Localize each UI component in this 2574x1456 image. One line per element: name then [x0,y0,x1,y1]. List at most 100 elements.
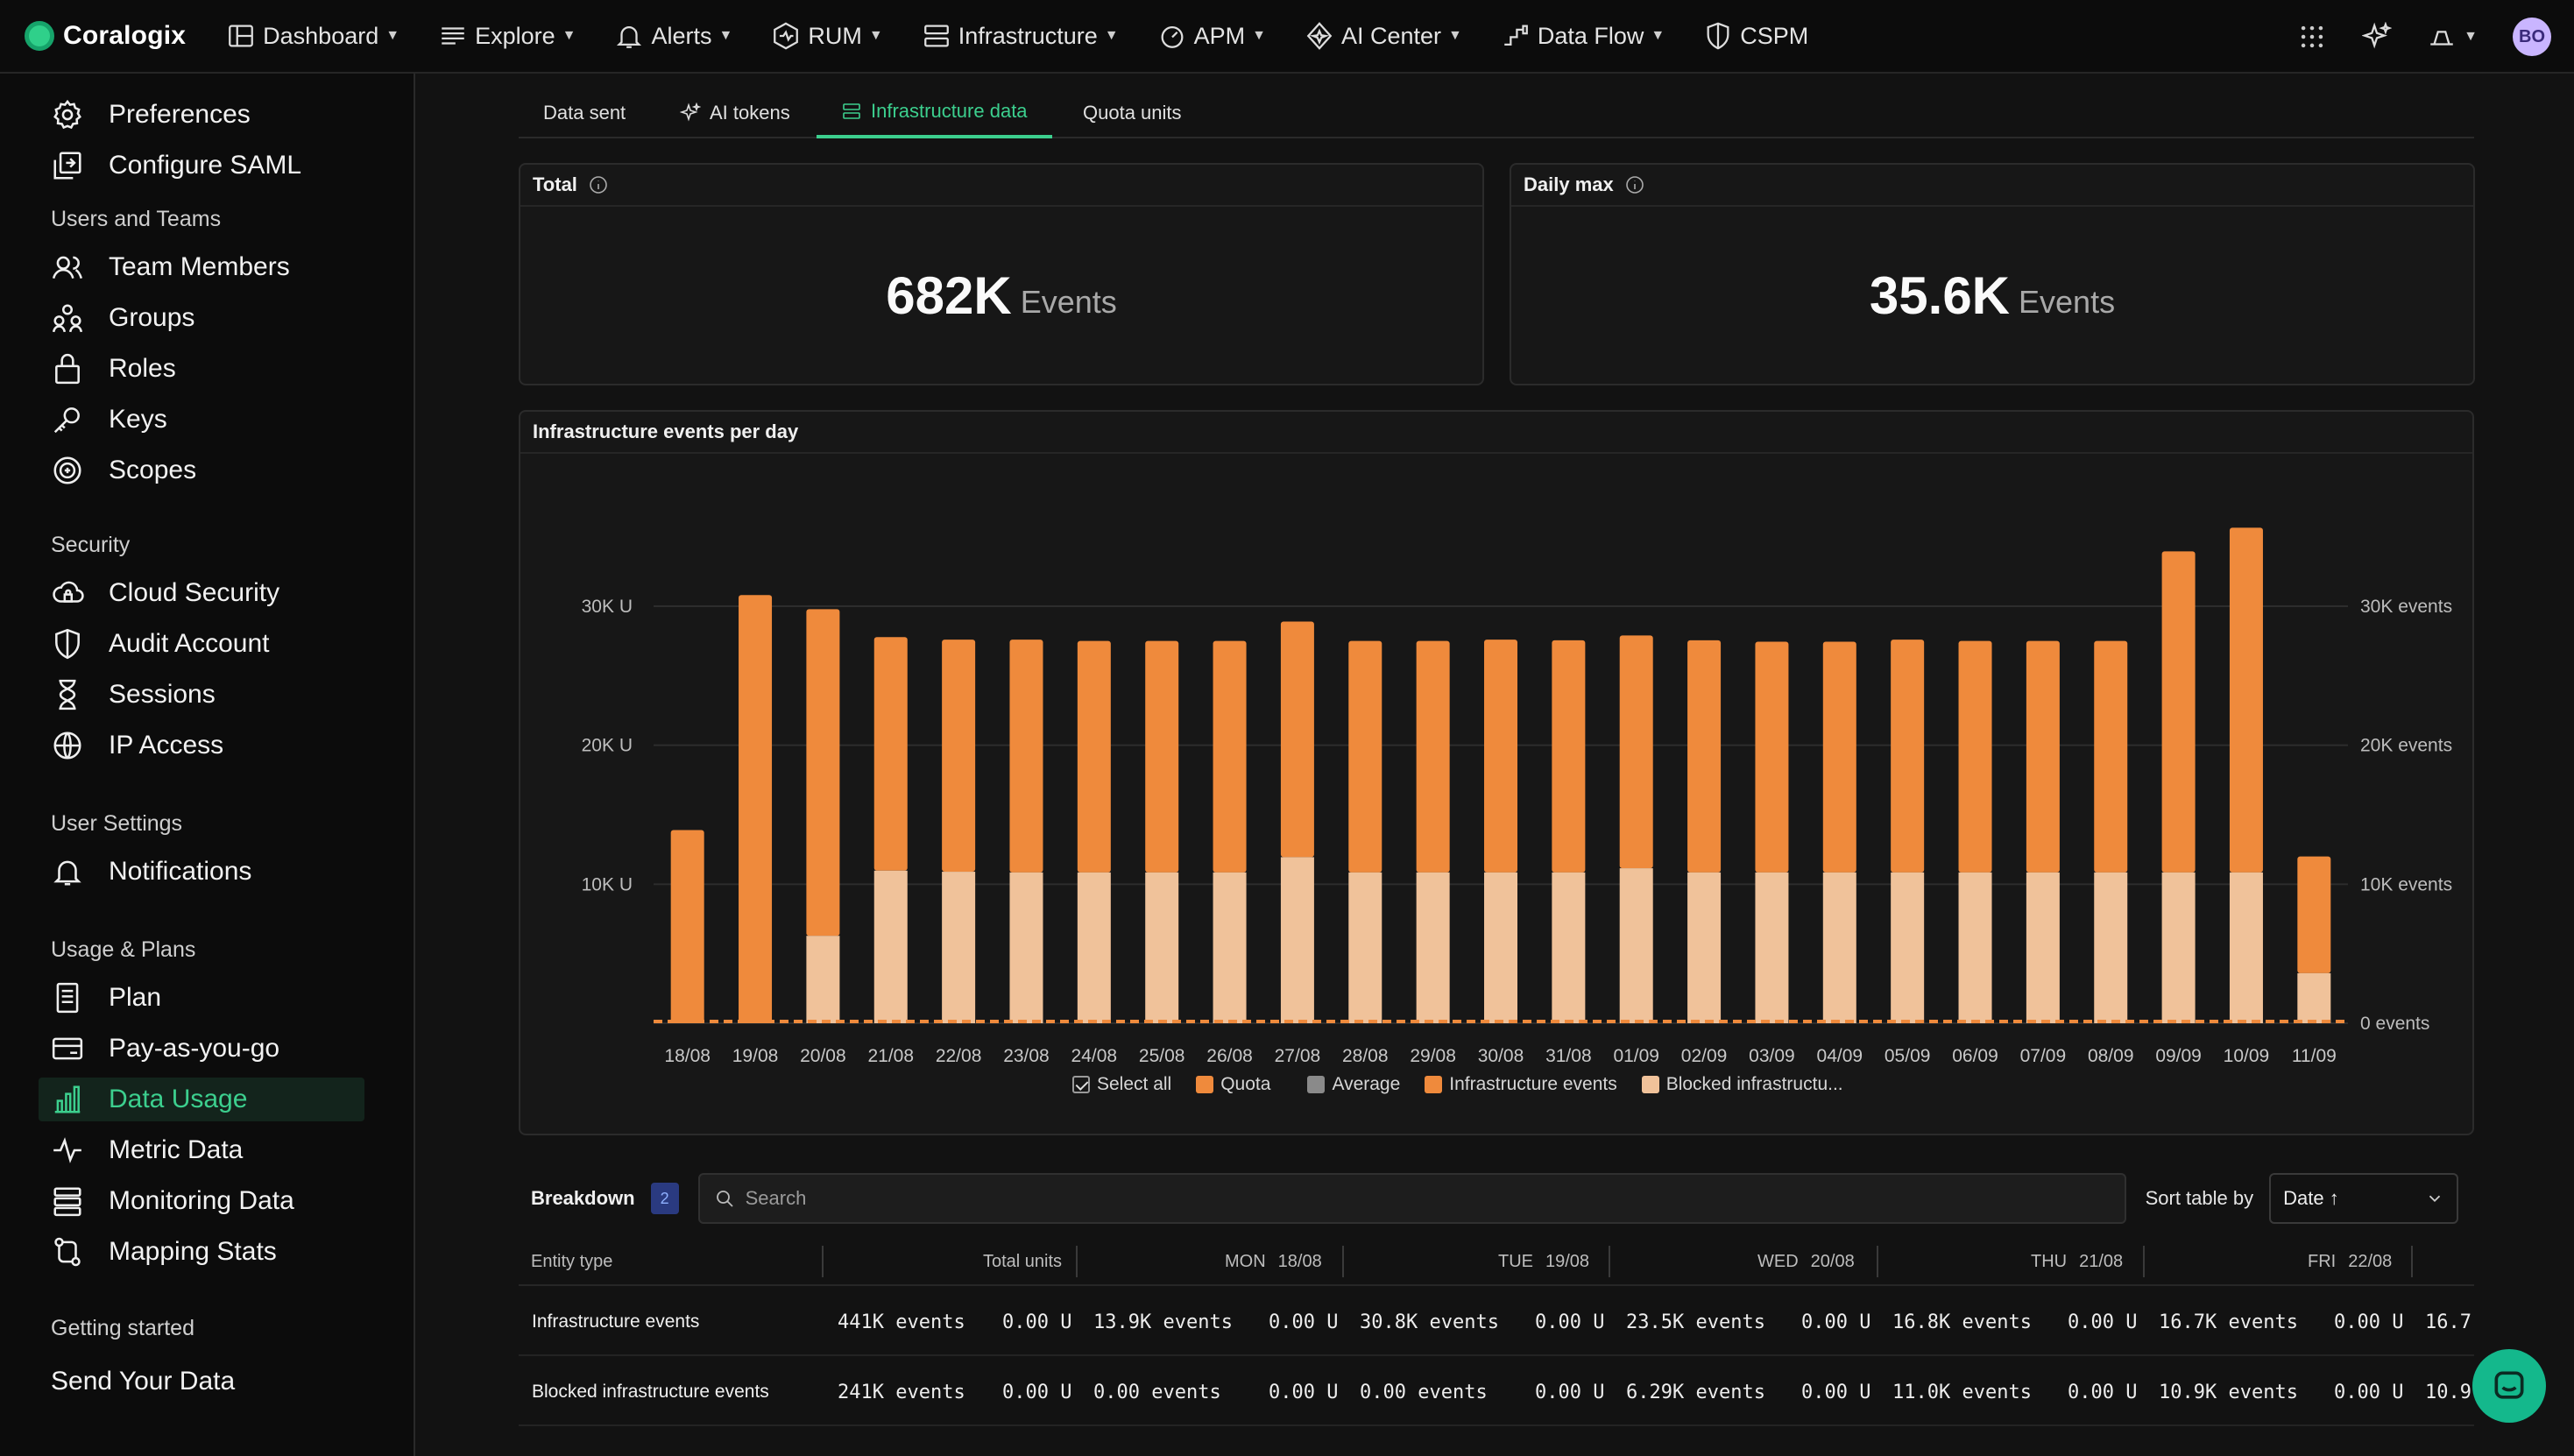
nav-infrastructure[interactable]: Infrastructure ▼ [902,0,1138,73]
tab-infrastructure-data[interactable]: Infrastructure data [817,88,1052,138]
infrastructure-events-chart: 0 events 10K U 10K events 20K U 20K events 30… [582,527,2452,1066]
day-units-cell: 0.00 U [1801,1381,1871,1403]
bar-infrastructure-events [1213,640,1247,873]
sidebar-item-notifications[interactable]: Notifications [51,850,366,894]
column-day-thu[interactable]: THU 21/08 [2031,1237,2123,1286]
sidebar-item-preferences[interactable]: Preferences [51,93,366,137]
sort-value: Date ↑ [2283,1187,2339,1209]
legend-blocked-infrastructure[interactable]: Blocked infrastructu... [1641,1074,1843,1095]
sidebar-item-roles[interactable]: Roles [51,347,366,391]
column-day: THU [2031,1251,2068,1271]
top-navigation-bar: Coralogix Dashboard ▼ Explore ▼ Alerts ▼ RU… [0,0,2574,74]
entity-type-cell: Blocked infrastructure events [532,1382,769,1402]
sidebar-item-scopes[interactable]: Scopes [51,449,366,492]
column-day-fri[interactable]: FRI 22/08 [2308,1237,2392,1286]
daily-max-card-title: Daily max [1524,173,1614,195]
column-entity-type[interactable]: Entity type [531,1251,613,1271]
nav-rum[interactable]: RUM ▼ [752,0,902,73]
day-events-cell: 23.5K events [1626,1311,1765,1333]
sidebar-item-cloud-security[interactable]: Cloud Security [51,571,366,615]
sidebar-item-configure-saml[interactable]: Configure SAML [51,144,366,187]
nav-apm[interactable]: APM ▼ [1138,0,1285,73]
column-day: FRI [2308,1251,2337,1271]
table-row[interactable]: Blocked infrastructure events 241K event… [519,1358,2474,1426]
bar-infrastructure-events [1891,640,1925,873]
user-avatar[interactable]: BO [2513,18,2551,56]
tab-data-sent[interactable]: Data sent [543,88,626,138]
bar-blocked-infrastructure [1280,857,1314,1023]
column-date: 18/08 [1277,1251,1322,1271]
sidebar-item-plan[interactable]: Plan [51,976,366,1020]
total-card-header: Total [520,165,1482,207]
bar-infrastructure-events [1348,640,1382,873]
sidebar-item-metric-data[interactable]: Metric Data [51,1128,366,1172]
bar-infrastructure-events [1145,640,1179,873]
bar-blocked-infrastructure [1009,872,1043,1023]
environment-selector[interactable]: ▼ [2427,22,2478,52]
info-icon[interactable] [1624,174,1645,195]
sidebar-item-data-usage[interactable]: Data Usage [39,1078,364,1121]
sidebar-item-sessions[interactable]: Sessions [51,673,366,717]
search-input[interactable] [745,1187,2060,1210]
day-events-cell: 16.8K events [1892,1311,2032,1333]
sidebar-item-send-your-data[interactable]: Send Your Data [51,1367,236,1396]
total-units-cell: 0.00 U [1002,1311,1072,1333]
sidebar-item-ip-access[interactable]: IP Access [51,724,366,767]
bar-blocked-infrastructure [1145,872,1179,1023]
groups-icon [52,304,83,333]
sidebar-item-pay-as-you-go[interactable]: Pay-as-you-go [51,1027,366,1071]
column-day: MON [1225,1251,1266,1271]
column-total-units[interactable]: Total units [983,1251,1063,1271]
nav-data-flow-label: Data Flow [1537,22,1644,49]
info-icon[interactable] [588,174,609,195]
shield-icon [55,628,80,660]
day-events-cell: 0.00 events [1093,1381,1221,1403]
tab-quota-units[interactable]: Quota units [1083,88,1182,138]
bar-blocked-infrastructure [873,870,908,1023]
column-day-mon[interactable]: MON 18/08 [1225,1237,1322,1286]
nav-cspm[interactable]: CSPM [1684,0,1828,73]
sidebar-item-keys[interactable]: Keys [51,398,366,442]
legend-select-all[interactable]: Select all [1072,1074,1171,1095]
sidebar-item-label: Data Usage [109,1085,248,1113]
legend-infrastructure-events[interactable]: Infrastructure events [1425,1074,1617,1095]
day-units-cell: 0.00 U [1269,1381,1339,1403]
nav-explore[interactable]: Explore ▼ [419,0,595,73]
nav-data-flow[interactable]: Data Flow ▼ [1481,0,1684,73]
x-axis-tick-label: 04/09 [1817,1046,1863,1066]
sparkle-icon [680,102,701,122]
sidebar-item-team-members[interactable]: Team Members [51,245,366,289]
sidebar-item-label: Keys [109,405,167,434]
legend-average[interactable]: Average [1307,1074,1400,1095]
day-units-cell: 0.00 U [2334,1381,2404,1403]
sidebar-item-groups[interactable]: Groups [51,296,366,340]
bar-infrastructure-events [1755,641,1789,873]
tab-ai-tokens[interactable]: AI tokens [680,88,790,138]
sort-select[interactable]: Date ↑ [2269,1173,2459,1224]
nav-dashboard[interactable]: Dashboard ▼ [207,0,419,73]
bar-blocked-infrastructure [1416,872,1450,1023]
breakdown-search[interactable] [697,1173,2126,1224]
tab-label: Infrastructure data [871,100,1028,122]
y-axis-left-tick-label: 30K U [582,597,633,617]
bar-infrastructure-events [2161,551,2196,873]
bar-infrastructure-events [1484,640,1517,873]
sidebar-item-audit-account[interactable]: Audit Account [51,622,366,666]
sidebar-item-mapping-stats[interactable]: Mapping Stats [51,1230,366,1274]
coralogix-logo[interactable]: Coralogix [25,21,186,51]
sidebar-item-monitoring-data[interactable]: Monitoring Data [51,1179,366,1223]
bar-infrastructure-events [806,609,840,937]
column-day-tue[interactable]: TUE 19/08 [1498,1237,1589,1286]
total-value: 682K [886,265,1012,325]
nav-alerts-label: Alerts [651,22,712,49]
bar-blocked-infrastructure [2297,972,2331,1023]
chart-legend: Select all Quota Average Infrastructure … [1072,1074,1868,1095]
table-row[interactable]: Infrastructure events 441K events 0.00 U… [519,1288,2474,1356]
nav-ai-center[interactable]: AI Center ▼ [1285,0,1481,73]
support-chat-button[interactable] [2472,1349,2546,1423]
sparkle-icon[interactable] [2362,22,2393,52]
nav-alerts[interactable]: Alerts ▼ [595,0,752,73]
legend-quota[interactable]: Quota [1196,1074,1270,1095]
apps-grid-icon[interactable] [2297,22,2327,52]
column-day-wed[interactable]: WED 20/08 [1757,1237,1855,1286]
